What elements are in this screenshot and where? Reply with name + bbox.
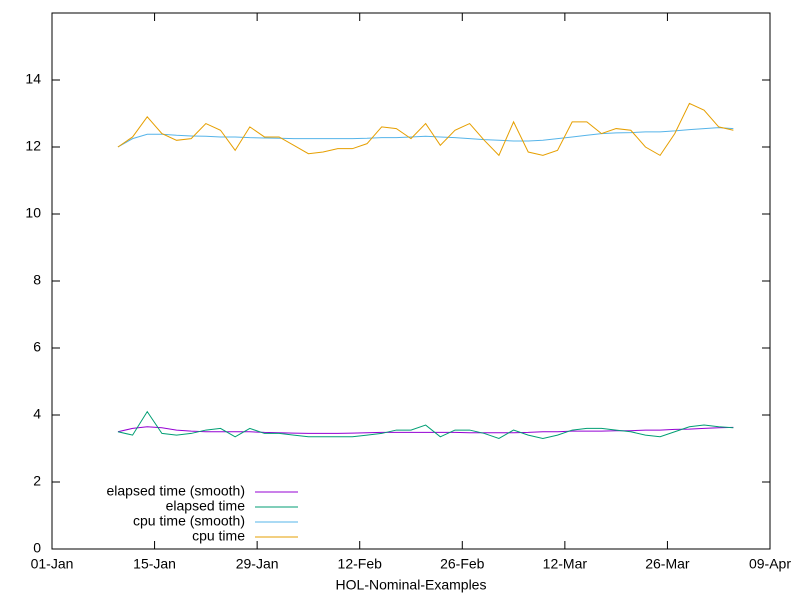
plot-frame <box>51 12 771 550</box>
x-tick-label: 12-Mar <box>543 556 588 572</box>
x-tick-label: 12-Feb <box>338 556 383 572</box>
x-tick-label: 15-Jan <box>133 556 176 572</box>
x-tick-label: 09-Apr <box>749 556 791 572</box>
x-axis-label: HOL-Nominal-Examples <box>336 577 487 593</box>
y-tick-label: 10 <box>25 205 41 221</box>
series-line <box>117 426 734 434</box>
legend-label: elapsed time (smooth) <box>106 483 245 499</box>
legend-label: cpu time (smooth) <box>133 513 245 529</box>
y-tick-label: 14 <box>25 71 41 87</box>
legend-label: elapsed time <box>166 498 246 514</box>
x-tick-label: 26-Mar <box>645 556 690 572</box>
y-tick-label: 8 <box>33 272 41 288</box>
y-tick-label: 2 <box>33 473 41 489</box>
series-line <box>117 102 734 157</box>
series-line <box>117 127 734 148</box>
y-tick-label: 0 <box>33 540 41 556</box>
series-line <box>117 410 734 439</box>
y-tick-label: 6 <box>33 339 41 355</box>
x-tick-label: 29-Jan <box>236 556 279 572</box>
legend-label: cpu time <box>192 528 245 544</box>
x-tick-label: 01-Jan <box>31 556 74 572</box>
y-tick-label: 12 <box>25 138 41 154</box>
x-tick-label: 26-Feb <box>440 556 485 572</box>
y-tick-label: 4 <box>33 406 41 422</box>
